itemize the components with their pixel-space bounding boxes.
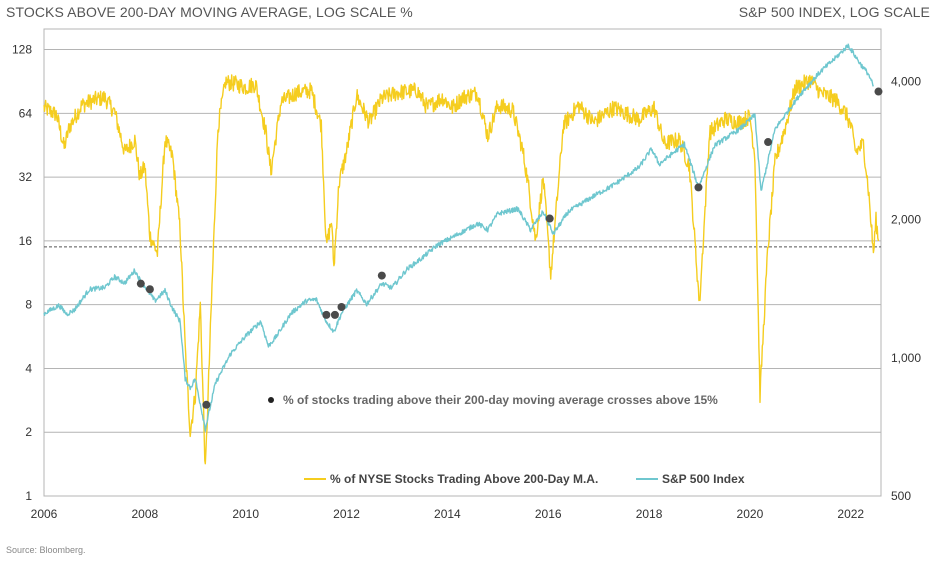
x-tick-label: 2018 (636, 507, 663, 521)
crossover-marker (145, 285, 154, 294)
crossover-marker (202, 400, 211, 409)
annotation-bullet (268, 397, 274, 403)
right-tick-label: 4,000 (891, 74, 921, 88)
right-tick-label: 2,000 (891, 213, 921, 227)
legend-label-spx: S&P 500 Index (662, 472, 745, 486)
left-tick-label: 16 (19, 234, 33, 248)
left-tick-label: 2 (25, 425, 32, 439)
crossover-marker (545, 214, 554, 223)
legend-label-breadth: % of NYSE Stocks Trading Above 200-Day M… (330, 472, 598, 486)
left-tick-label: 32 (19, 170, 33, 184)
right-tick-label: 1,000 (891, 351, 921, 365)
x-tick-label: 2006 (31, 507, 58, 521)
annotation-text: % of stocks trading above their 200-day … (283, 393, 718, 407)
x-tick-label: 2008 (131, 507, 158, 521)
crossover-marker (694, 183, 703, 192)
crossover-marker (764, 138, 773, 147)
marker-layer (136, 87, 883, 409)
left-tick-label: 4 (25, 361, 32, 375)
right-axis-title: S&P 500 INDEX, LOG SCALE (738, 4, 930, 20)
x-tick-label: 2016 (535, 507, 562, 521)
x-tick-label: 2020 (737, 507, 764, 521)
right-tick-label: 500 (891, 489, 911, 503)
series-line-nyse-breadth (43, 74, 880, 465)
left-tick-label: 1 (25, 489, 32, 503)
left-tick-label: 8 (25, 298, 32, 312)
crossover-marker (136, 279, 145, 288)
series-line-spx (43, 43, 875, 432)
crossover-marker (377, 271, 386, 280)
annotation: % of stocks trading above their 200-day … (268, 393, 718, 407)
x-tick-label: 2012 (333, 507, 360, 521)
crossover-marker (337, 302, 346, 311)
left-tick-label: 128 (12, 43, 32, 57)
chart-canvas: 1 2 4 8 16 32 64 128 500 1,000 2,000 4,000 2006 2008 2… (12, 28, 921, 521)
plot-frame (43, 28, 882, 497)
x-tick-label: 2014 (434, 507, 461, 521)
grid-lines (43, 28, 882, 497)
series-layer (43, 43, 880, 465)
left-axis-title: STOCKS ABOVE 200-DAY MOVING AVERAGE, LOG… (6, 4, 413, 20)
legend: % of NYSE Stocks Trading Above 200-Day M… (304, 472, 745, 486)
crossover-marker (322, 310, 331, 319)
left-tick-label: 64 (19, 106, 33, 120)
x-tick-label: 2022 (837, 507, 864, 521)
source-note: Source: Bloomberg. (6, 545, 86, 555)
x-tick-label: 2010 (232, 507, 259, 521)
crossover-marker (874, 87, 883, 96)
axes: 1 2 4 8 16 32 64 128 500 1,000 2,000 4,000 2006 2008 2… (12, 43, 921, 521)
crossover-marker (330, 310, 339, 319)
